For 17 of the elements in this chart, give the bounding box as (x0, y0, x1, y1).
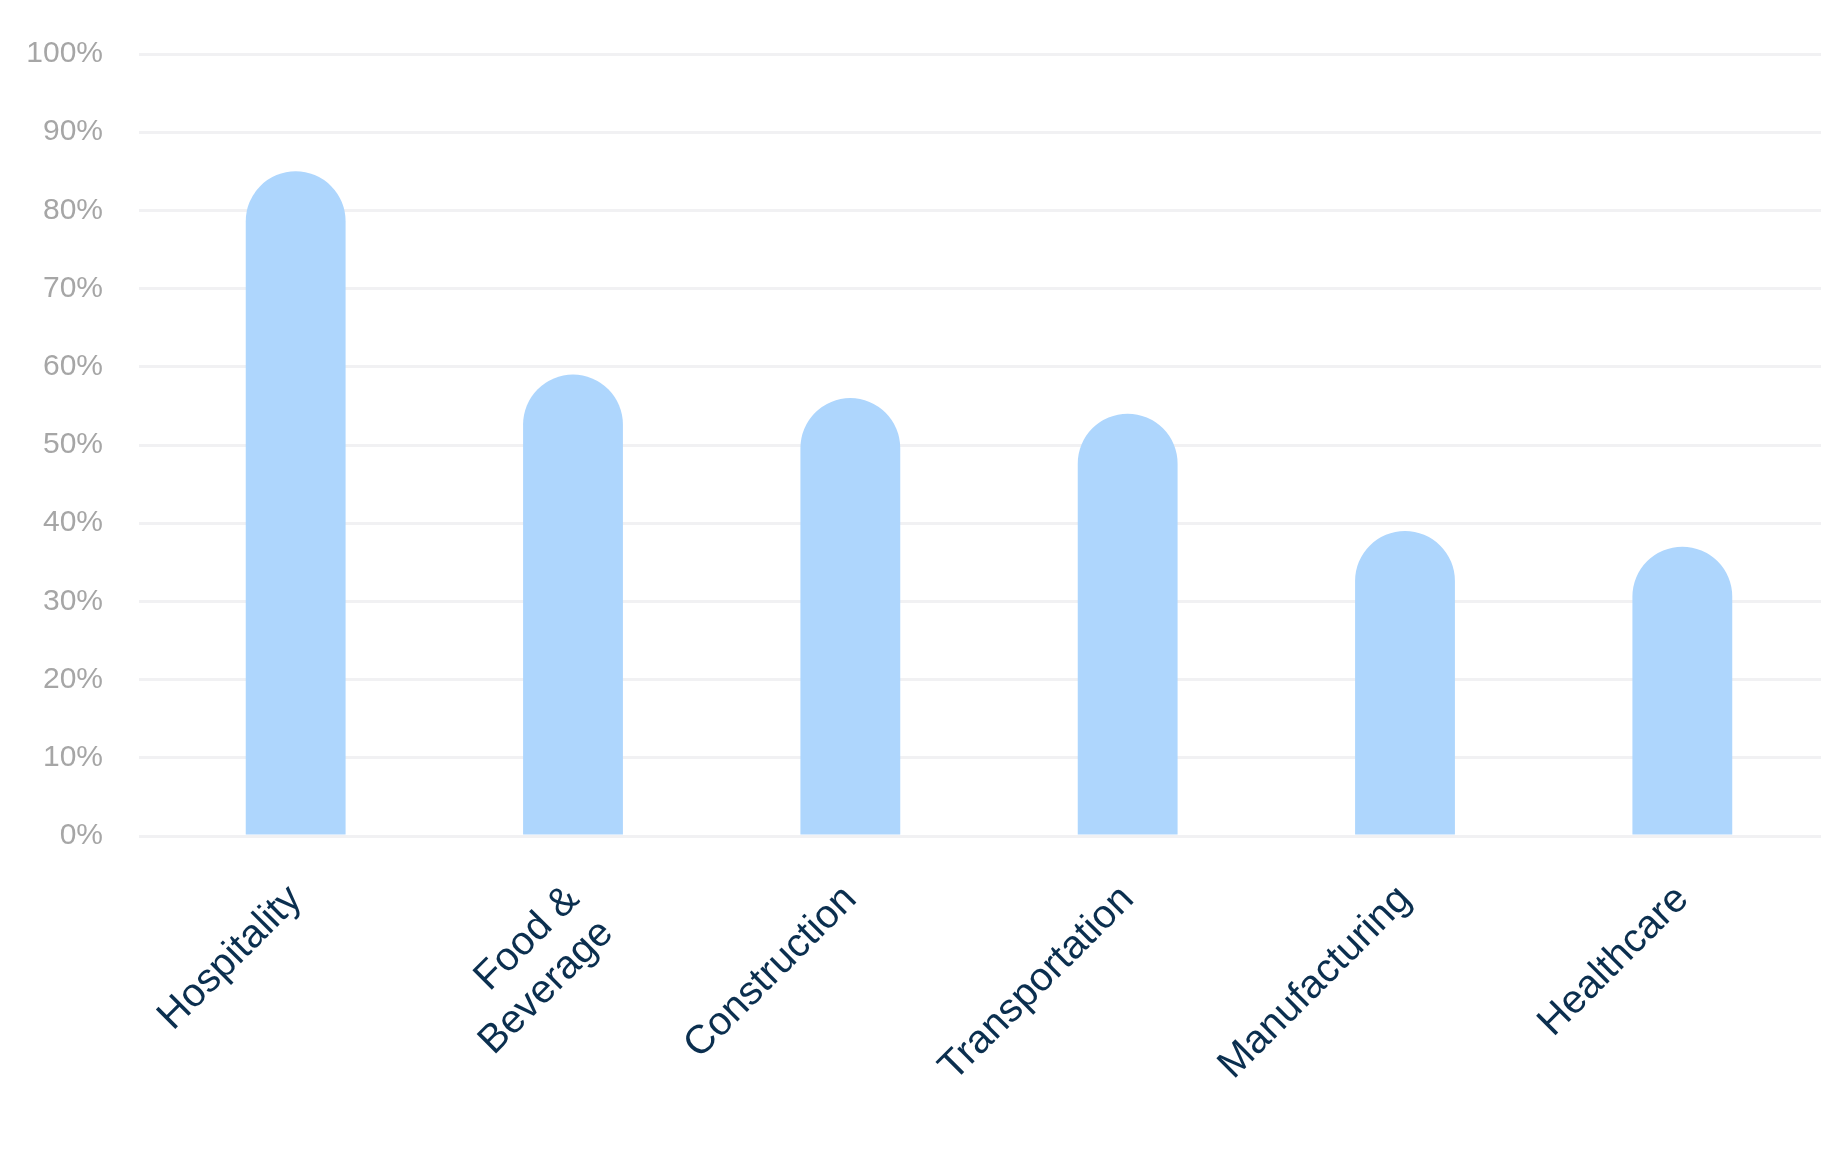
y-tick-label: 0% (59, 817, 103, 851)
bar (245, 171, 346, 835)
bar (800, 398, 901, 835)
y-tick-label: 20% (42, 660, 103, 694)
bar (523, 374, 623, 835)
bar (1632, 546, 1733, 835)
y-tick-label: 100% (26, 35, 103, 69)
y-tick-label: 60% (42, 348, 103, 382)
y-tick-label: 90% (42, 113, 103, 147)
bar (1355, 531, 1455, 835)
y-tick-label: 10% (42, 739, 103, 773)
bar (1077, 413, 1178, 835)
y-tick-label: 40% (42, 504, 103, 538)
y-tick-label: 70% (42, 269, 103, 303)
y-tick-label: 50% (42, 426, 103, 460)
y-tick-label: 30% (42, 582, 103, 616)
y-tick-label: 80% (42, 191, 103, 225)
